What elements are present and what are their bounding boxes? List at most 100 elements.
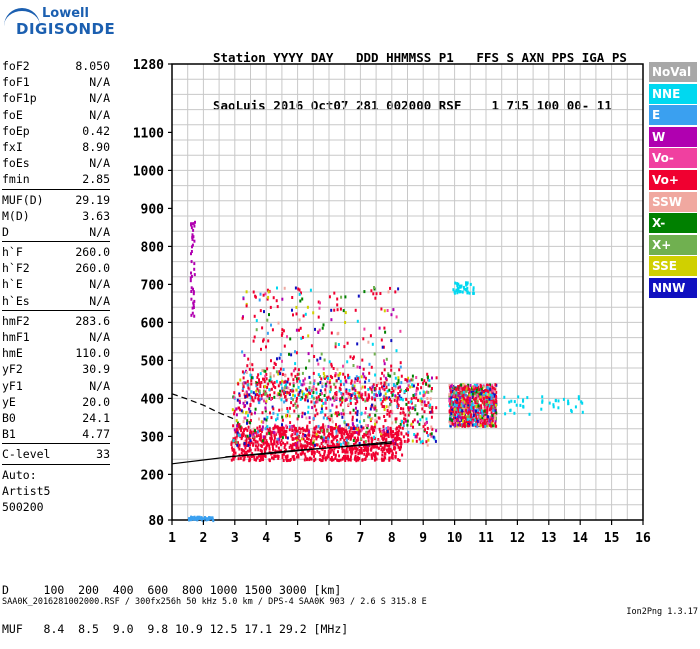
echo-point: [459, 423, 462, 427]
echo-point: [331, 426, 334, 430]
echo-point: [416, 412, 419, 416]
echo-point: [303, 412, 306, 416]
echo-point: [285, 424, 288, 428]
echo-point: [361, 385, 364, 389]
echo-point: [526, 396, 529, 400]
echo-point: [245, 304, 248, 308]
echo-point: [341, 394, 344, 398]
echo-point: [300, 336, 303, 340]
echo-point: [299, 452, 302, 456]
echo-point: [276, 417, 279, 421]
echo-point: [301, 335, 304, 339]
echo-point: [193, 224, 196, 228]
echo-point: [281, 359, 283, 363]
echo-point: [332, 437, 335, 441]
echo-point: [291, 438, 294, 441]
echo-point: [362, 372, 365, 376]
echo-point: [362, 435, 365, 439]
param-row: M(D) 3.63: [2, 208, 110, 224]
echo-point: [396, 430, 399, 434]
echo-point: [347, 441, 350, 445]
echo-point: [313, 443, 316, 447]
echo-point: [287, 458, 290, 462]
echo-point: [343, 345, 346, 349]
echo-point: [366, 450, 369, 453]
echo-point: [190, 290, 193, 293]
echo-point: [405, 397, 408, 401]
echo-point: [383, 362, 386, 366]
echo-point: [356, 413, 359, 417]
echo-point: [262, 338, 265, 342]
echo-point: [494, 403, 497, 407]
echo-point: [421, 407, 424, 411]
echo-point: [284, 455, 287, 459]
distance-row: D 100 200 400 600 800 1000 1500 3000 [km…: [2, 583, 342, 597]
echo-point: [271, 445, 274, 448]
echo-point: [284, 433, 287, 437]
echo-point: [420, 397, 423, 401]
echo-point: [306, 437, 309, 440]
echo-point: [254, 407, 257, 411]
echo-point: [461, 396, 463, 400]
echo-point: [274, 455, 277, 458]
echo-point: [260, 394, 263, 397]
echo-point: [483, 420, 486, 424]
echo-point: [339, 379, 342, 383]
echo-point: [470, 400, 473, 404]
echo-point: [349, 393, 352, 397]
echo-point: [264, 385, 266, 388]
echo-point: [485, 408, 488, 411]
echo-point: [486, 417, 489, 421]
echo-point: [412, 393, 415, 397]
echo-point: [407, 376, 410, 380]
echo-point: [354, 454, 357, 458]
echo-point: [323, 358, 326, 362]
echo-point: [421, 400, 424, 404]
echo-point: [343, 438, 346, 442]
echo-point: [334, 426, 337, 430]
echo-point: [252, 391, 255, 395]
echo-point: [277, 372, 280, 376]
echo-point: [315, 408, 318, 412]
echo-point: [343, 449, 345, 453]
echo-point: [190, 515, 193, 519]
echo-point: [454, 423, 457, 427]
echo-point: [381, 405, 384, 408]
legend-item-xplus: X+: [649, 234, 697, 255]
x-tick-label: 12: [510, 531, 526, 546]
echo-point: [396, 399, 399, 403]
echo-point: [301, 392, 304, 396]
echo-point: [284, 380, 287, 384]
echo-point: [261, 369, 264, 372]
echo-point: [290, 425, 293, 429]
echo-point: [405, 432, 408, 436]
echo-point: [364, 446, 366, 450]
echo-point: [398, 397, 400, 401]
echo-point: [374, 422, 377, 426]
echo-point: [247, 357, 250, 361]
echo-point: [276, 413, 279, 417]
echo-point: [246, 419, 249, 423]
echo-point: [275, 299, 278, 303]
echo-point: [246, 379, 249, 383]
echo-point: [265, 439, 268, 443]
echo-point: [269, 305, 272, 309]
echo-point: [297, 287, 300, 291]
echo-point: [364, 399, 367, 403]
echo-point: [413, 405, 416, 409]
y-tick-label: 400: [141, 392, 165, 407]
echo-point: [469, 397, 471, 400]
echo-point: [430, 432, 433, 436]
y-tick-label: 900: [141, 202, 165, 217]
echo-point: [254, 448, 257, 452]
echo-point: [327, 437, 330, 441]
echo-point: [483, 402, 486, 406]
echo-point: [347, 423, 350, 427]
echo-point: [452, 391, 455, 395]
echo-point: [250, 382, 253, 386]
y-tick-label: 300: [141, 430, 165, 445]
echo-point: [272, 457, 275, 461]
echo-point: [409, 406, 412, 410]
echo-point: [327, 377, 329, 380]
echo-point: [233, 428, 236, 432]
